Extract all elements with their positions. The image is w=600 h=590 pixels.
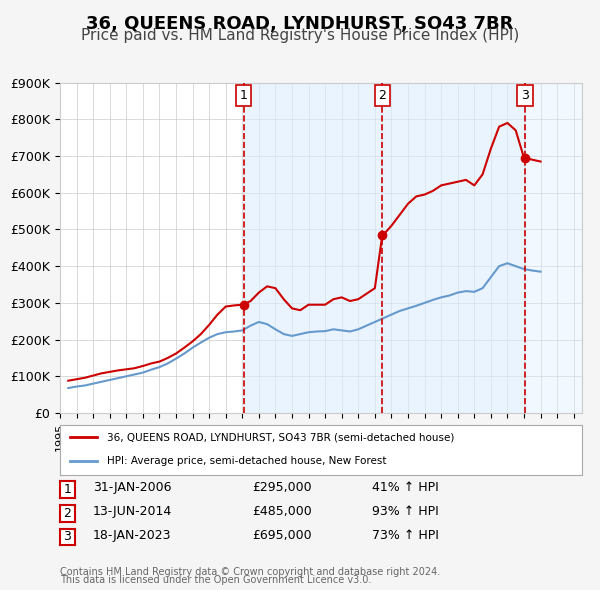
Text: 41% ↑ HPI: 41% ↑ HPI <box>372 481 439 494</box>
Text: £485,000: £485,000 <box>252 505 312 518</box>
Bar <box>525 83 582 413</box>
Text: 36, QUEENS ROAD, LYNDHURST, SO43 7BR (semi-detached house): 36, QUEENS ROAD, LYNDHURST, SO43 7BR (se… <box>107 432 454 442</box>
Text: 18-JAN-2023: 18-JAN-2023 <box>93 529 172 542</box>
Text: 3: 3 <box>521 89 529 102</box>
Text: 1: 1 <box>64 483 71 496</box>
Text: 31-JAN-2006: 31-JAN-2006 <box>93 481 172 494</box>
Text: 93% ↑ HPI: 93% ↑ HPI <box>372 505 439 518</box>
Text: Price paid vs. HM Land Registry's House Price Index (HPI): Price paid vs. HM Land Registry's House … <box>81 28 519 43</box>
Text: 36, QUEENS ROAD, LYNDHURST, SO43 7BR: 36, QUEENS ROAD, LYNDHURST, SO43 7BR <box>86 15 514 33</box>
Text: £695,000: £695,000 <box>252 529 311 542</box>
Text: HPI: Average price, semi-detached house, New Forest: HPI: Average price, semi-detached house,… <box>107 456 386 466</box>
Text: 2: 2 <box>64 507 71 520</box>
Text: 1: 1 <box>239 89 248 102</box>
Text: 73% ↑ HPI: 73% ↑ HPI <box>372 529 439 542</box>
Text: 2: 2 <box>379 89 386 102</box>
Text: 13-JUN-2014: 13-JUN-2014 <box>93 505 172 518</box>
Text: Contains HM Land Registry data © Crown copyright and database right 2024.: Contains HM Land Registry data © Crown c… <box>60 567 440 577</box>
Text: £295,000: £295,000 <box>252 481 311 494</box>
Text: 3: 3 <box>64 530 71 543</box>
Bar <box>382 83 525 413</box>
Text: This data is licensed under the Open Government Licence v3.0.: This data is licensed under the Open Gov… <box>60 575 371 585</box>
Bar <box>244 83 382 413</box>
